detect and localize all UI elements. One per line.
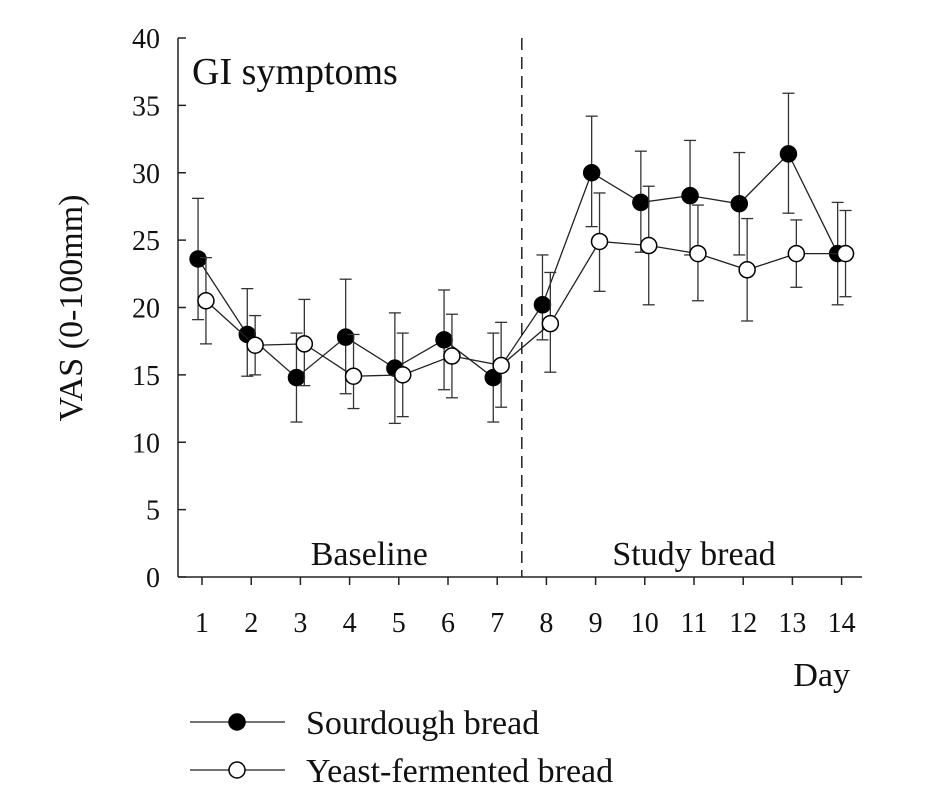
filled-data-point <box>533 296 552 314</box>
y-tick-label: 35 <box>132 91 160 122</box>
legend: Sourdough bread Yeast-fermented bread <box>190 705 613 790</box>
filled-data-point <box>779 145 798 163</box>
legend-filled-marker <box>228 713 246 731</box>
filled-data-point <box>582 164 601 182</box>
x-tick-label: 13 <box>778 608 806 639</box>
filled-data-point <box>336 328 355 346</box>
phase-labels: Baseline Study bread <box>311 536 776 573</box>
x-tick-label: 6 <box>441 608 455 639</box>
y-tick-label: 40 <box>132 24 160 55</box>
y-tick-label: 20 <box>132 294 160 325</box>
open-data-point <box>541 314 560 333</box>
x-tick-label: 9 <box>589 608 603 639</box>
x-tick-label: 11 <box>681 608 708 639</box>
x-axis-label: Day <box>793 657 850 694</box>
filled-data-point <box>189 250 207 268</box>
open-data-point <box>393 366 412 384</box>
open-data-point <box>492 356 510 375</box>
legend-label: Sourdough bread <box>306 705 539 742</box>
y-tick-label: 10 <box>132 428 160 459</box>
y-axis-label: VAS (0-100mm) <box>53 195 90 422</box>
filled-data-point <box>730 194 749 213</box>
x-tick-label: 3 <box>293 608 307 639</box>
open-data-point <box>590 232 609 251</box>
open-data-point <box>738 261 756 279</box>
x-ticks: 1 2 3 4 5 6 7 8 9 10 11 12 13 14 <box>195 577 856 639</box>
x-tick-label: 10 <box>631 608 659 639</box>
filled-data-point <box>287 368 306 387</box>
y-ticks: 0 5 10 15 20 25 30 35 40 <box>132 24 186 594</box>
x-tick-label: 8 <box>539 608 553 639</box>
legend-open-marker <box>228 761 246 779</box>
y-tick-label: 30 <box>132 159 160 190</box>
series-layer <box>189 92 855 425</box>
x-tick-label: 4 <box>343 608 357 639</box>
x-tick-label: 1 <box>195 608 209 639</box>
open-data-point <box>836 244 855 263</box>
y-tick-label: 5 <box>146 496 160 527</box>
open-data-point <box>295 335 314 353</box>
open-data-point <box>443 347 461 365</box>
x-tick-label: 12 <box>729 608 757 639</box>
open-data-point <box>197 292 215 310</box>
x-tick-label: 2 <box>244 608 258 639</box>
phase-label: Baseline <box>311 536 428 573</box>
x-tick-label: 7 <box>490 608 504 639</box>
legend-label: Yeast-fermented bread <box>306 753 613 790</box>
series-group <box>197 185 855 418</box>
y-tick-label: 15 <box>132 361 160 392</box>
chart-annotation-title: GI symptoms <box>192 51 398 93</box>
x-tick-label: 14 <box>828 608 856 639</box>
y-tick-label: 0 <box>146 563 160 594</box>
open-data-point <box>344 367 363 385</box>
filled-data-point <box>681 186 699 205</box>
filled-data-point <box>632 193 650 212</box>
filled-data-point <box>435 331 453 349</box>
phase-label: Study bread <box>612 536 775 573</box>
open-data-point <box>787 244 806 263</box>
open-data-point <box>639 236 658 255</box>
x-tick-label: 5 <box>392 608 406 639</box>
y-tick-label: 25 <box>132 226 160 257</box>
open-data-point <box>246 336 264 354</box>
open-data-point <box>689 244 707 263</box>
